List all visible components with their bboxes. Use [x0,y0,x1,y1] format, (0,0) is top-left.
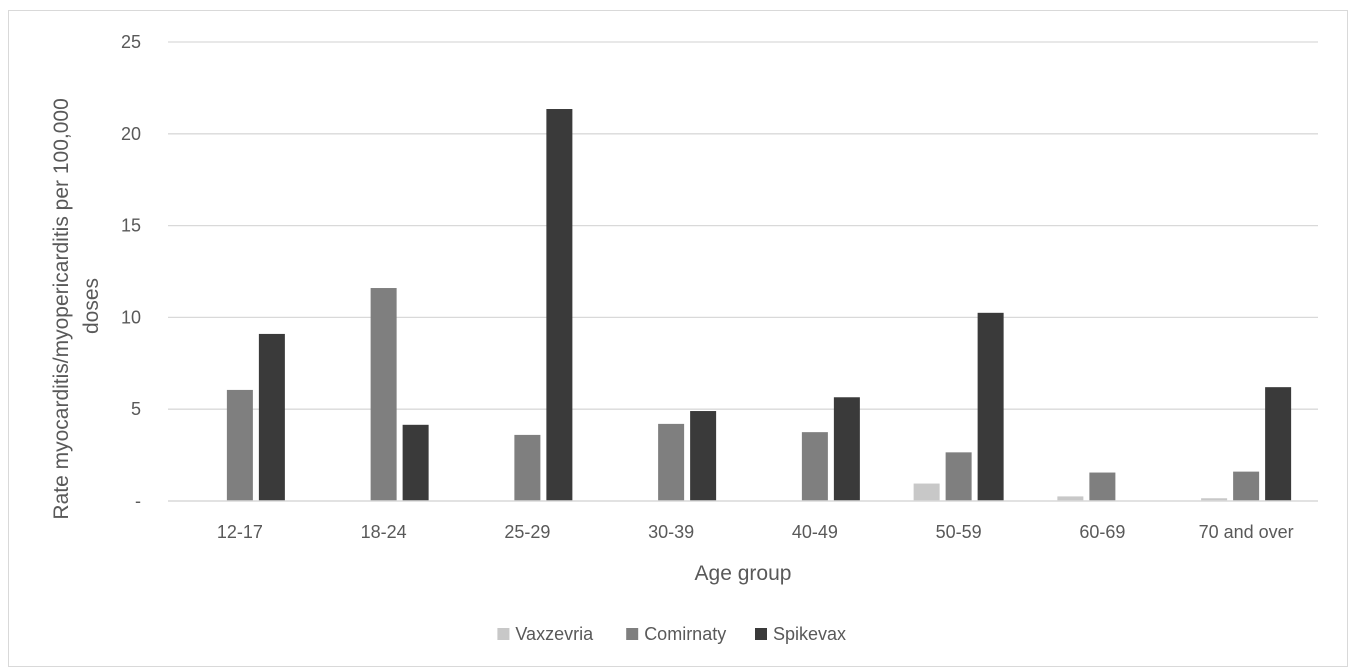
bar-comirnaty-30-39 [658,423,685,501]
bar-comirnaty-50-59 [945,452,972,501]
bar-comirnaty-40-49 [801,432,828,501]
bar-spikevax-25-29 [546,109,573,501]
bar-spikevax-70-and-over [1265,387,1292,501]
y-tick-label: 15 [121,216,141,236]
x-tick-label: 70 and over [1199,522,1294,542]
bar-spikevax-12-17 [258,333,285,501]
bar-comirnaty-12-17 [226,389,253,501]
x-tick-label: 60-69 [1079,522,1125,542]
legend-label-vaxzevria: Vaxzevria [515,624,594,644]
chart-frame [8,10,1348,667]
y-tick-label: 25 [121,32,141,52]
bar-vaxzevria-60-69 [1057,496,1084,501]
x-axis-title: Age group [695,562,792,585]
y-axis-title: Rate myocarditis/myopericarditis per 100… [50,92,103,519]
gridlines [168,41,1318,410]
y-tick-label: 5 [131,399,141,419]
bar-vaxzevria-70-and-over [1201,498,1228,501]
bar-vaxzevria-50-59 [913,483,940,501]
legend-label-spikevax: Spikevax [773,624,846,644]
legend: Vaxzevria Comirnaty Spikevax [497,624,846,644]
bar-comirnaty-18-24 [370,288,397,501]
y-tick-label: 10 [121,307,141,327]
x-tick-label: 25-29 [504,522,550,542]
y-axis-title-line-2: doses [80,278,103,334]
legend-swatch-comirnaty [626,628,639,640]
x-tick-label: 30-39 [648,522,694,542]
bar-spikevax-30-39 [690,411,717,501]
bar-comirnaty-70-and-over [1233,471,1260,501]
y-axis-ticks: - 5 10 15 20 25 [121,32,141,511]
y-tick-label: - [135,491,141,511]
bar-spikevax-40-49 [833,397,860,501]
bar-spikevax-18-24 [402,424,429,501]
x-tick-label: 40-49 [792,522,838,542]
legend-swatch-vaxzevria [497,628,510,640]
y-axis-title-line-1: Rate myocarditis/myopericarditis per 100… [50,98,73,519]
legend-label-comirnaty: Comirnaty [644,624,726,644]
y-tick-label: 20 [121,124,141,144]
x-tick-label: 50-59 [936,522,982,542]
x-tick-label: 12-17 [217,522,263,542]
x-tick-label: 18-24 [361,522,407,542]
bar-comirnaty-25-29 [514,434,541,501]
bars [226,109,1292,501]
legend-swatch-spikevax [755,628,767,640]
bar-comirnaty-60-69 [1089,472,1116,501]
x-axis-ticks: 12-17 18-24 25-29 30-39 40-49 50-59 60-69 70 an… [217,522,1294,542]
bar-spikevax-50-59 [977,312,1004,501]
